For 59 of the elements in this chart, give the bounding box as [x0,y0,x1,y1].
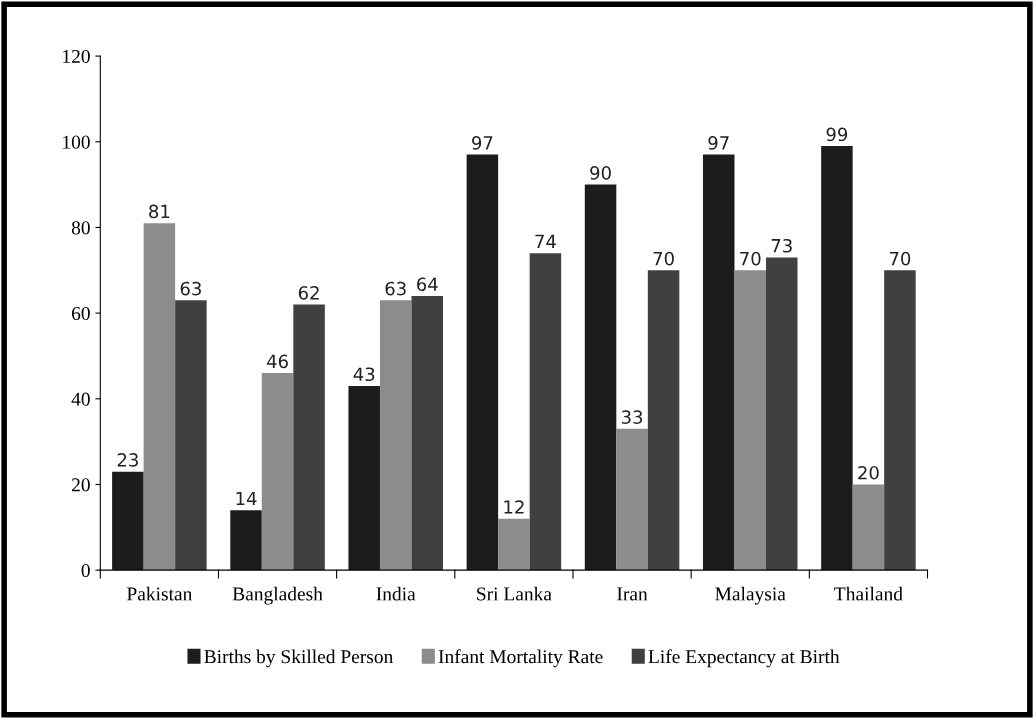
bar [498,518,530,571]
bar [884,270,916,571]
data-label: 81 [149,204,170,219]
data-label: 20 [858,465,879,480]
bar [616,428,648,571]
bar [529,253,562,571]
x-tick-label: Pakistan [127,586,193,601]
bar [348,385,380,571]
x-tick-label: Sri Lanka [477,586,552,601]
data-label: 70 [889,251,911,266]
legend-label: Births by Skilled Person [204,649,394,668]
bar [584,184,617,571]
bar [379,300,412,571]
bar [852,484,885,571]
y-tick-label: 20 [71,478,90,492]
x-tick-label: Bangladesh [232,586,323,605]
x-tick-label: Thailand [834,586,903,601]
bar [821,146,853,571]
data-label: 33 [621,410,643,424]
bar [766,257,798,571]
bar [112,471,144,571]
bar [647,270,680,571]
y-tick-label: 120 [63,49,90,64]
data-label: 70 [653,251,674,266]
data-label: 63 [385,281,406,296]
bar [143,223,176,571]
data-label: 97 [472,136,493,150]
data-label: 73 [771,238,792,253]
data-label: 23 [117,453,138,467]
data-label: 43 [353,367,375,382]
y-tick-label: 0 [81,563,90,578]
bar [230,510,262,571]
data-label: 62 [298,286,319,300]
y-tick-label: 60 [71,306,90,321]
data-label: 99 [826,127,848,142]
data-label: 97 [708,136,729,150]
data-label: 74 [535,234,556,248]
bar [261,373,294,571]
data-label: 63 [180,281,201,296]
legend-label: Infant Mortality Rate [438,649,603,668]
x-tick-label: India [376,586,416,601]
bar [702,154,735,571]
data-label: 14 [236,491,257,506]
legend-label: Life Expectancy at Birth [648,649,840,668]
bar [411,295,443,571]
data-label: 90 [590,166,611,180]
y-tick-label: 80 [71,221,90,235]
data-label: 70 [740,251,761,266]
bar [466,154,499,571]
y-tick-label: 40 [71,392,90,406]
y-tick-label: 100 [63,135,90,149]
x-tick-label: Iran [617,587,648,601]
data-label: 12 [504,500,524,514]
x-tick-label: Malaysia [715,586,786,605]
bar [175,300,207,571]
data-label: 64 [417,277,438,292]
data-label: 46 [266,354,288,369]
bar [293,304,325,571]
bar [734,270,766,571]
